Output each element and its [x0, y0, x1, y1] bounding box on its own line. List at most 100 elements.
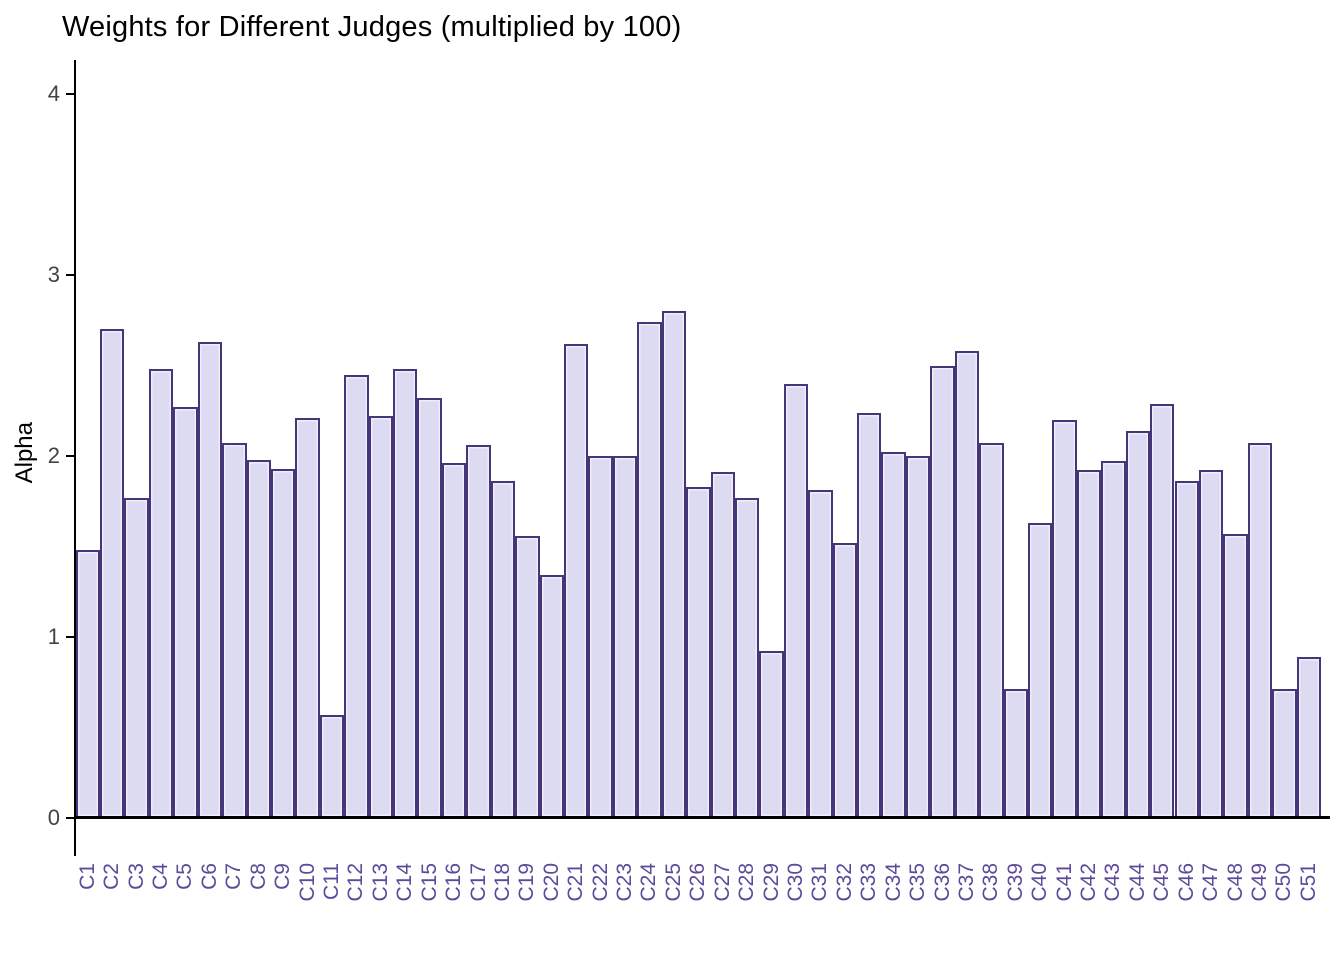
x-tick-label-C7: C7 [222, 863, 246, 890]
x-tick-label-C14: C14 [393, 863, 417, 902]
x-tick-label-C16: C16 [442, 863, 466, 902]
bar-C21 [564, 343, 589, 818]
x-tick-label-C35: C35 [906, 863, 930, 902]
bar-C39 [1003, 689, 1028, 818]
bar-C4 [148, 369, 174, 818]
y-tick-mark [66, 635, 74, 639]
x-tick-label-C30: C30 [783, 863, 807, 902]
bar-C23 [612, 456, 638, 818]
x-tick-label-C42: C42 [1077, 863, 1101, 902]
bar-C2 [100, 329, 125, 818]
y-tick-label: 2 [47, 443, 60, 468]
bar-C38 [979, 443, 1004, 818]
x-tick-label-C45: C45 [1150, 863, 1174, 902]
x-tick-label-C2: C2 [100, 863, 124, 890]
x-tick-label-C24: C24 [637, 863, 661, 902]
x-tick-label-C43: C43 [1101, 863, 1125, 902]
bar-C34 [881, 452, 906, 818]
bar-C14 [393, 369, 418, 818]
x-tick-label-C18: C18 [490, 863, 514, 902]
bar-C13 [368, 416, 394, 818]
bar-C20 [539, 575, 564, 818]
x-tick-label-C17: C17 [466, 863, 490, 902]
bar-C43 [1101, 461, 1126, 818]
bar-C50 [1272, 689, 1297, 818]
y-tick-label: 4 [47, 81, 60, 106]
x-tick-label-C11: C11 [320, 863, 343, 900]
x-tick-label-C22: C22 [588, 863, 612, 902]
bar-C29 [759, 651, 784, 818]
bar-C22 [588, 456, 613, 818]
x-tick-label-C47: C47 [1199, 863, 1223, 902]
bar-C40 [1027, 522, 1053, 818]
x-tick-label-C6: C6 [197, 863, 221, 890]
y-tick-mark [66, 92, 74, 96]
x-tick-label-C49: C49 [1247, 863, 1271, 902]
x-tick-label-C13: C13 [368, 863, 392, 902]
x-tick-label-C25: C25 [661, 863, 685, 902]
x-tick-label-C4: C4 [149, 863, 173, 890]
x-tick-label-C9: C9 [271, 863, 295, 890]
bar-C16 [441, 463, 467, 818]
x-tick-label-C50: C50 [1272, 863, 1296, 902]
x-tick-label-C8: C8 [246, 863, 270, 890]
x-tick-label-C28: C28 [735, 863, 759, 902]
x-tick-label-C20: C20 [539, 863, 563, 902]
x-tick-label-C1: C1 [75, 863, 99, 890]
bar-C47 [1198, 470, 1224, 818]
x-tick-label-C37: C37 [954, 863, 978, 902]
x-tick-label-C26: C26 [686, 863, 710, 902]
x-tick-label-C38: C38 [979, 863, 1003, 902]
bar-C31 [808, 490, 833, 818]
bar-C11 [319, 714, 345, 818]
bar-C12 [344, 374, 369, 818]
x-tick-label-C5: C5 [173, 863, 197, 890]
bar-C19 [515, 535, 540, 818]
bar-C24 [637, 322, 662, 818]
bar-C27 [710, 472, 735, 818]
bar-C8 [246, 459, 271, 818]
x-tick-label-C51: C51 [1296, 863, 1320, 902]
bar-C51 [1296, 656, 1321, 818]
y-tick-label: 3 [47, 262, 60, 287]
bar-C42 [1076, 470, 1102, 818]
x-tick-label-C27: C27 [710, 863, 734, 902]
bar-C37 [954, 351, 980, 818]
x-tick-label-C46: C46 [1174, 863, 1198, 902]
bar-C46 [1174, 481, 1199, 818]
bar-C1 [75, 550, 100, 818]
y-tick-label: 1 [47, 624, 60, 649]
x-tick-label-C41: C41 [1052, 863, 1076, 902]
x-axis-line [73, 815, 1330, 819]
bar-C48 [1223, 533, 1248, 818]
chart-title: Weights for Different Judges (multiplied… [62, 11, 682, 43]
bar-C41 [1052, 419, 1077, 818]
x-tick-label-C19: C19 [515, 863, 539, 902]
bar-C32 [832, 542, 858, 818]
y-tick-label: 0 [47, 805, 60, 830]
bar-C18 [490, 481, 516, 818]
x-tick-label-C34: C34 [881, 863, 905, 902]
x-tick-label-C36: C36 [930, 863, 954, 902]
bar-C28 [734, 497, 760, 818]
y-tick-mark [66, 273, 74, 277]
bar-C30 [783, 383, 809, 818]
x-tick-label-C29: C29 [759, 863, 783, 902]
bar-C33 [857, 412, 882, 818]
y-tick-mark [66, 816, 74, 820]
bar-C5 [173, 407, 198, 818]
x-tick-label-C10: C10 [295, 863, 319, 902]
bar-C6 [197, 341, 223, 818]
y-axis-line [73, 60, 76, 856]
x-tick-label-C21: C21 [564, 863, 588, 902]
bar-C7 [222, 443, 247, 818]
x-tick-label-C40: C40 [1028, 863, 1052, 902]
x-tick-label-C48: C48 [1223, 863, 1247, 902]
bar-C10 [295, 417, 320, 818]
bar-C35 [905, 456, 931, 818]
x-tick-label-C3: C3 [124, 863, 148, 890]
bar-C9 [270, 468, 296, 818]
x-tick-label-C12: C12 [344, 863, 368, 902]
bar-C36 [930, 365, 955, 818]
